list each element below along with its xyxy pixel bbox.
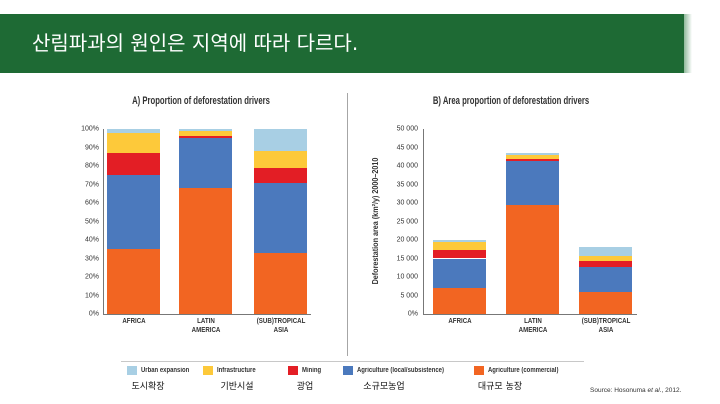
- y-tick-label: 30%: [84, 255, 99, 262]
- slide-title: 산림파과의 원인은 지역에 따라 다르다.: [32, 31, 359, 55]
- legend-swatch: [474, 366, 484, 375]
- bar-sub-tropical-asia-infrastructure: [579, 255, 632, 262]
- bar-africa-urban-expansion: [433, 240, 486, 242]
- y-tick-label: 0%: [407, 310, 418, 318]
- legend-swatch: [343, 366, 353, 375]
- y-tick-label: 60%: [84, 199, 99, 207]
- x-category-label: LATIN AMERICA: [518, 318, 547, 334]
- slide-header: 산림파과의 원인은 지역에 따라 다르다.: [0, 14, 684, 73]
- legend-translation-mining: 광업: [296, 382, 314, 392]
- y-tick-label: 35 000: [396, 181, 418, 188]
- bar-latin-america-agriculture-local-subsistence: [179, 138, 232, 189]
- legend-label: Agriculture (local/subsistence): [357, 366, 444, 374]
- bar-africa-mining: [433, 249, 486, 259]
- source-citation: Source: Hosonuma et al., 2012.: [590, 386, 681, 395]
- chart-a-title: A) Proportion of deforestation drivers: [132, 95, 270, 107]
- y-tick-label: 45 000: [396, 144, 418, 151]
- bar-africa-agriculture-commercial: [107, 249, 160, 314]
- header-edge-shade: [684, 14, 692, 73]
- y-tick-label: 15 000: [396, 255, 418, 262]
- source-suffix: , 2012.: [661, 387, 682, 394]
- y-tick-label: 20 000: [396, 236, 418, 244]
- bar-africa-agriculture-local-subsistence: [433, 258, 486, 289]
- source-et-al: et al.: [647, 387, 662, 394]
- y-tick-label: 40%: [84, 236, 99, 244]
- bar-sub-tropical-asia-agriculture-local-subsistence: [254, 182, 307, 253]
- legend-translation-agriculture-commercial: 대규모 농장: [477, 382, 523, 392]
- x-axis-line: [103, 314, 311, 315]
- legend-translation-agriculture-local: 소규모농업: [363, 382, 405, 392]
- bar-sub-tropical-asia-mining: [579, 261, 632, 267]
- bar-sub-tropical-asia-mining: [254, 167, 307, 183]
- legend-rule: [121, 361, 584, 362]
- legend-label: Agriculture (commercial): [488, 366, 559, 374]
- y-tick-label: 5 000: [400, 292, 418, 299]
- bar-africa-infrastructure: [107, 132, 160, 154]
- y-tick-label: 10 000: [396, 273, 418, 281]
- legend-item-agriculture-commercial: Agriculture (commercial): [474, 366, 570, 375]
- bar-latin-america-agriculture-local-subsistence: [506, 161, 559, 205]
- bar-africa-agriculture-local-subsistence: [107, 175, 160, 250]
- y-tick-label: 25 000: [396, 218, 418, 225]
- y-tick-label: 20%: [84, 273, 99, 281]
- bar-latin-america-agriculture-commercial: [506, 204, 559, 314]
- legend-item-agriculture-local-subsistence: Agriculture (local/subsistence): [343, 366, 461, 375]
- y-axis-line: [103, 129, 104, 315]
- chart-divider: [347, 93, 348, 356]
- y-tick-label: 40 000: [396, 162, 418, 170]
- source-prefix: Source: Hosonuma: [590, 387, 648, 394]
- legend-swatch: [288, 366, 298, 375]
- y-tick-label: 100%: [81, 125, 99, 133]
- legend-swatch: [127, 366, 137, 375]
- bar-latin-america-urban-expansion: [179, 129, 232, 131]
- bar-africa-agriculture-commercial: [433, 288, 486, 314]
- bar-latin-america-infrastructure: [179, 130, 232, 137]
- bar-sub-tropical-asia-infrastructure: [254, 151, 307, 168]
- x-category-label: AFRICA: [121, 318, 146, 325]
- bar-latin-america-infrastructure: [506, 154, 559, 160]
- y-tick-label: 50 000: [396, 125, 418, 133]
- bar-sub-tropical-asia-urban-expansion: [254, 129, 307, 152]
- y-tick-label: 80%: [84, 162, 99, 170]
- legend-translation-urban-expansion: 도시확장: [131, 382, 165, 392]
- y-tick-label: 30 000: [396, 199, 418, 207]
- legend-label: Infrastructure: [217, 366, 256, 374]
- bar-africa-urban-expansion: [107, 129, 160, 133]
- legend-label: Urban expansion: [141, 366, 190, 374]
- y-tick-label: 10%: [84, 292, 99, 299]
- bar-sub-tropical-asia-agriculture-commercial: [254, 252, 307, 314]
- x-axis-line: [423, 314, 637, 315]
- chart-b-title: B) Area proportion of deforestation driv…: [432, 95, 590, 107]
- bar-africa-infrastructure: [433, 241, 486, 250]
- deforestation-drivers-area-chart: 0% 5 000 10 000 15 000 20 000 25 000 30 000 35 …: [350, 88, 645, 350]
- y-tick-label: 90%: [84, 144, 99, 151]
- y-axis-line: [423, 129, 424, 315]
- legend-label: Mining: [302, 366, 322, 374]
- bar-africa-mining: [107, 153, 160, 176]
- y-tick-label: 0%: [88, 310, 99, 318]
- deforestation-drivers-proportion-chart: 0% 10% 20% 30% 40% 50% 60% 70% 80% 90% 100% AFRICA L…: [60, 88, 345, 350]
- bar-latin-america-mining: [179, 136, 232, 139]
- bar-sub-tropical-asia-agriculture-local-subsistence: [579, 266, 632, 292]
- legend-item-urban-expansion: Urban expansion: [127, 366, 193, 375]
- x-category-label: LATIN AMERICA: [191, 318, 220, 334]
- x-category-label: (SUB)TROPICAL ASIA: [256, 318, 305, 334]
- x-category-label: (SUB)TROPICAL ASIA: [581, 318, 630, 334]
- bar-sub-tropical-asia-urban-expansion: [579, 247, 632, 256]
- bar-latin-america-agriculture-commercial: [179, 188, 232, 314]
- legend-swatch: [203, 366, 213, 375]
- legend-item-mining: Mining: [288, 366, 328, 375]
- x-category-label: AFRICA: [447, 318, 472, 325]
- legend-translation-infrastructure: 기반시설: [220, 382, 254, 392]
- y-tick-label: 50%: [84, 218, 99, 225]
- y-tick-label: 70%: [84, 181, 99, 188]
- bar-sub-tropical-asia-agriculture-commercial: [579, 291, 632, 314]
- bar-latin-america-mining: [506, 159, 559, 162]
- bar-latin-america-urban-expansion: [506, 153, 559, 155]
- legend-item-infrastructure: Infrastructure: [203, 366, 267, 375]
